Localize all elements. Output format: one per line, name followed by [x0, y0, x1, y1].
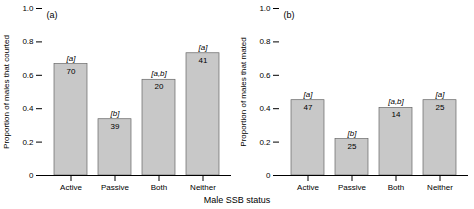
svg-text:Both: Both: [388, 183, 404, 192]
svg-text:Active: Active: [297, 183, 319, 192]
svg-text:0.4: 0.4: [259, 104, 271, 113]
svg-text:1.0: 1.0: [22, 4, 34, 13]
svg-text:Neither: Neither: [427, 183, 453, 192]
svg-text:70: 70: [67, 67, 76, 76]
svg-text:41: 41: [199, 56, 208, 65]
svg-text:Both: Both: [151, 183, 167, 192]
svg-text:0: 0: [266, 171, 271, 180]
svg-text:1.0: 1.0: [259, 4, 271, 13]
svg-text:(a): (a): [47, 10, 58, 20]
svg-text:(b): (b): [284, 10, 295, 20]
svg-text:Neither: Neither: [190, 183, 216, 192]
svg-text:0.8: 0.8: [259, 37, 271, 46]
svg-text:Active: Active: [60, 183, 82, 192]
svg-text:Proportion of males that mated: Proportion of males that mated: [239, 37, 248, 146]
svg-text:25: 25: [348, 142, 357, 151]
svg-text:[a,b]: [a,b]: [387, 97, 404, 106]
svg-text:[a]: [a]: [303, 90, 314, 99]
svg-text:Passive: Passive: [338, 183, 367, 192]
svg-text:[a]: [a]: [198, 43, 209, 52]
svg-text:20: 20: [155, 82, 164, 91]
svg-text:0.2: 0.2: [22, 138, 34, 147]
svg-text:[b]: [b]: [110, 109, 121, 118]
svg-text:0.4: 0.4: [22, 104, 34, 113]
svg-text:[a,b]: [a,b]: [150, 69, 167, 78]
svg-text:[b]: [b]: [347, 129, 358, 138]
svg-text:14: 14: [392, 110, 401, 119]
svg-text:47: 47: [304, 103, 313, 112]
svg-text:[a]: [a]: [66, 54, 77, 63]
svg-text:0.2: 0.2: [259, 138, 271, 147]
svg-text:[a]: [a]: [435, 90, 446, 99]
svg-text:0: 0: [29, 171, 34, 180]
svg-text:Proportion of males that court: Proportion of males that courted: [2, 35, 11, 149]
svg-text:25: 25: [436, 103, 445, 112]
svg-text:0.6: 0.6: [259, 71, 271, 80]
svg-text:39: 39: [111, 122, 120, 131]
svg-text:0.6: 0.6: [22, 71, 34, 80]
svg-text:0.8: 0.8: [22, 37, 34, 46]
svg-text:Passive: Passive: [101, 183, 130, 192]
html-text:Male SSB status: Male SSB status: [203, 195, 271, 205]
